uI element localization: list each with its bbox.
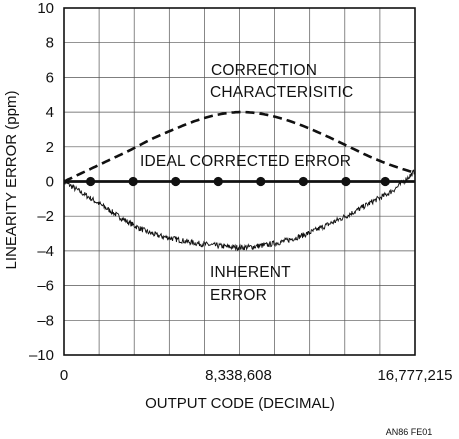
annotation-ideal-corrected-error: IDEAL CORRECTED ERROR <box>140 153 351 170</box>
x-tick-label: 16,777,215 <box>377 367 452 384</box>
y-tick-label: –10 <box>29 347 54 364</box>
ideal-corrected-error-marker <box>256 176 266 187</box>
y-tick-label: 4 <box>46 104 54 121</box>
tick-labels: 10 8 6 4 2 0 –2 –4 –6 –8 –10 0 8,338,608 16,777,215 <box>29 0 453 384</box>
ideal-corrected-error-marker <box>85 176 96 187</box>
ideal-corrected-error-marker <box>298 176 308 187</box>
ideal-corrected-error-marker <box>213 176 223 187</box>
y-tick-label: –2 <box>37 208 54 225</box>
y-tick-label: –4 <box>37 243 54 260</box>
annotation-correction-line1: CORRECTION <box>211 62 317 79</box>
y-tick-label: –8 <box>37 312 54 329</box>
y-tick-label: 6 <box>46 69 54 86</box>
correction-characteristic-line <box>63 110 416 183</box>
y-tick-label: 0 <box>46 174 54 191</box>
y-tick-label: 8 <box>46 35 54 52</box>
annotation-correction-line2: CHARACTERISITIC <box>210 84 353 101</box>
x-tick-label: 0 <box>60 367 68 384</box>
y-axis-title: LINEARITY ERROR (ppm) <box>3 91 20 270</box>
inherent-error-line <box>63 169 416 252</box>
x-tick-label: 8,338,608 <box>205 367 272 384</box>
plot-frame <box>63 7 416 356</box>
ideal-corrected-error-marker <box>341 176 351 187</box>
x-axis-title: OUTPUT CODE (DECIMAL) <box>145 395 335 412</box>
y-tick-label: 2 <box>46 139 54 156</box>
series-layer <box>63 110 416 252</box>
annotation-inherent-line2: ERROR <box>210 287 267 304</box>
ideal-corrected-error-marker <box>171 176 181 187</box>
ideal-corrected-error-marker <box>128 176 138 187</box>
figure-code: AN86 FE01 <box>386 427 433 437</box>
annotation-inherent-line1: INHERENT <box>210 264 291 281</box>
y-tick-label: 10 <box>37 0 54 17</box>
y-tick-label: –6 <box>37 278 54 295</box>
ideal-corrected-error-marker <box>380 176 390 187</box>
